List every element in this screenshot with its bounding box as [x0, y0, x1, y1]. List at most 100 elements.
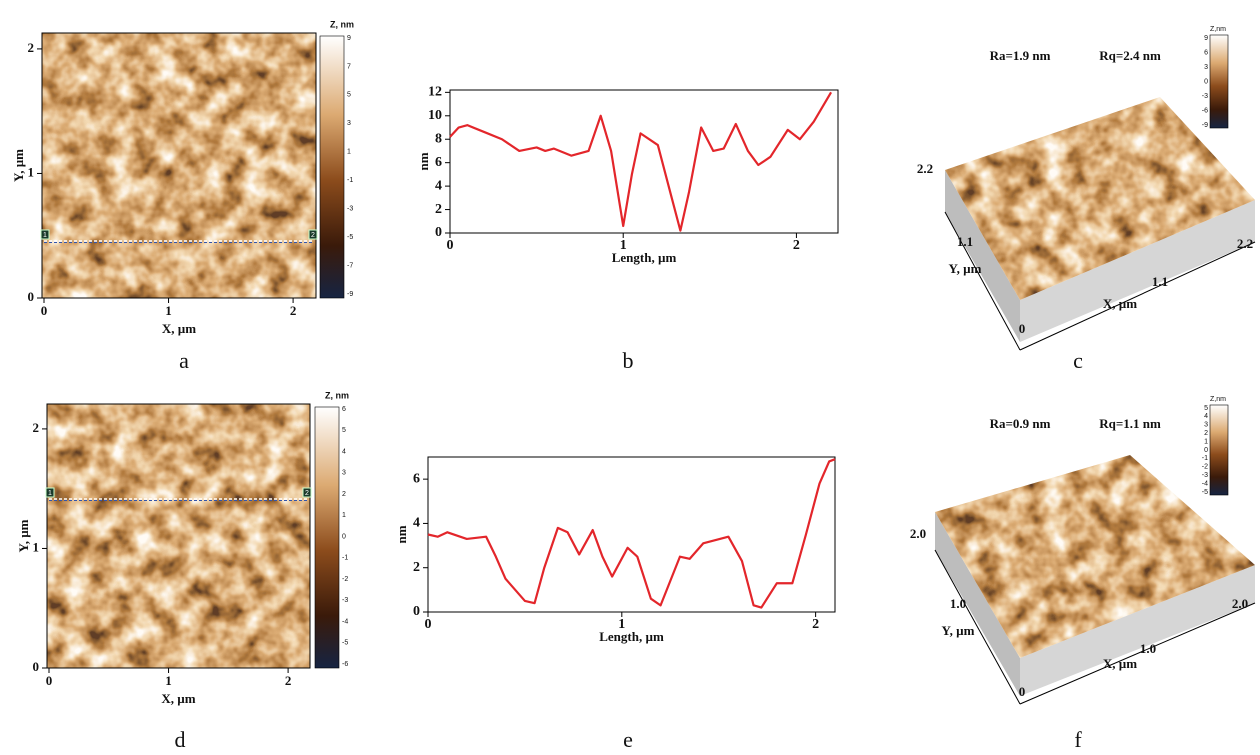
x-tick-label: 0 — [425, 617, 432, 632]
x-tick-label: 2 — [812, 617, 819, 632]
colorbar-tick-label: 1 — [347, 149, 351, 156]
colorbar — [314, 406, 340, 669]
panel-label: d — [175, 727, 186, 752]
colorbar-tick-label: 3 — [1204, 422, 1208, 429]
y-tick-label: 4 — [413, 516, 420, 531]
colorbar-tick-label: -4 — [342, 618, 348, 625]
colorbar-tick-label: -2 — [342, 576, 348, 583]
profile-curve — [449, 91, 833, 232]
colorbar-tick-label: -6 — [342, 661, 348, 668]
colorbar — [1209, 34, 1229, 129]
x-tick-label: 2.2 — [1237, 236, 1253, 251]
y-tick-label: 0 — [1019, 321, 1026, 336]
x-tick-label: 1 — [620, 238, 627, 253]
colorbar-tick-label: 6 — [342, 406, 346, 413]
marker-label: 2 — [311, 232, 315, 239]
colorbar-tick-label: 2 — [1204, 430, 1208, 437]
colorbar-tick-label: -6 — [1202, 107, 1208, 114]
colorbar-tick-label: -4 — [1202, 480, 1208, 487]
y-tick-label: 2.0 — [910, 526, 926, 541]
y-tick-label: 0 — [435, 225, 442, 240]
colorbar-tick-label: 0 — [342, 533, 346, 540]
colorbar-tick-label: -1 — [347, 177, 353, 184]
marker-box — [302, 487, 312, 498]
axis-line — [944, 211, 1021, 351]
image-frame — [41, 32, 317, 299]
colorbar-title: Z,nm — [1210, 396, 1226, 403]
x-tick-label: 1.0 — [1140, 641, 1156, 656]
surface-side — [935, 512, 1020, 696]
y-tick-label: 0 — [28, 289, 35, 304]
marker-box — [40, 229, 50, 240]
colorbar-tick-label: 6 — [1204, 49, 1208, 56]
panel-label: e — [623, 727, 633, 752]
x-tick-label: 1 — [165, 303, 172, 318]
colorbar-tick-label: 4 — [1204, 413, 1208, 420]
colorbar-tick-label: -3 — [342, 597, 348, 604]
colorbar-tick-label: 1 — [342, 512, 346, 519]
y-tick-label: 2 — [33, 420, 40, 435]
y-tick-label: 2 — [435, 202, 442, 217]
y-tick-label: 2 — [413, 560, 420, 575]
y-tick-label: 2.2 — [917, 161, 933, 176]
colorbar-title: Z, nm — [325, 390, 349, 400]
y-tick-label: 2 — [28, 40, 35, 55]
colorbar-tick-label: -1 — [1202, 455, 1208, 462]
y-axis-title: Y, µm — [16, 519, 31, 552]
roughness-ra: Ra=0.9 nm — [990, 416, 1051, 431]
afm-image — [47, 404, 310, 668]
colorbar-tick-label: 7 — [347, 63, 351, 70]
colorbar-tick-label: 0 — [1204, 447, 1208, 454]
roughness-rq: Rq=1.1 nm — [1099, 416, 1161, 431]
colorbar-tick-label: -9 — [347, 291, 353, 298]
y-tick-label: 6 — [413, 471, 420, 486]
y-axis-title: Y, µm — [11, 149, 26, 182]
y-tick-label: 1.0 — [950, 596, 966, 611]
surface-side — [1020, 565, 1255, 696]
colorbar-tick-label: 3 — [347, 120, 351, 127]
colorbar-tick-label: 3 — [1204, 64, 1208, 71]
y-axis-title: Y, µm — [941, 623, 974, 638]
colorbar-tick-label: 2 — [342, 491, 346, 498]
colorbar-tick-label: -3 — [1202, 472, 1208, 479]
y-axis-title: nm — [394, 525, 409, 543]
marker-box — [45, 487, 55, 498]
y-tick-label: 1.1 — [957, 234, 973, 249]
x-tick-label: 2 — [290, 303, 297, 318]
y-tick-label: 0 — [413, 604, 420, 619]
colorbar-tick-label: -5 — [347, 234, 353, 241]
colorbar-tick-label: 5 — [342, 427, 346, 434]
y-tick-label: 0 — [1019, 684, 1026, 699]
y-tick-label: 1 — [33, 539, 40, 554]
panel-label: c — [1073, 348, 1083, 373]
y-tick-label: 4 — [435, 178, 442, 193]
x-axis-title: X, µm — [1103, 296, 1137, 311]
image-frame — [46, 403, 311, 669]
axis-line — [1019, 241, 1256, 351]
colorbar-tick-label: -9 — [1202, 122, 1208, 129]
marker-label: 2 — [305, 490, 309, 497]
y-tick-label: 0 — [33, 659, 40, 674]
x-tick-label: 1 — [618, 617, 625, 632]
colorbar-tick-label: 3 — [342, 470, 346, 477]
colorbar — [1209, 404, 1229, 496]
colorbar-tick-label: 5 — [347, 92, 351, 99]
marker-box — [308, 229, 318, 240]
marker-label: 1 — [48, 490, 52, 497]
y-tick-label: 12 — [428, 85, 442, 100]
axis-line — [1019, 602, 1256, 705]
panel-label: b — [623, 348, 634, 373]
colorbar-tick-label: -5 — [342, 640, 348, 647]
colorbar-tick-label: 4 — [342, 448, 346, 455]
colorbar-tick-label: -2 — [1202, 464, 1208, 471]
x-axis-title: Length, µm — [599, 629, 664, 644]
x-tick-label: 0 — [46, 673, 53, 688]
profile-curve — [427, 458, 836, 609]
colorbar-tick-label: 0 — [1204, 78, 1208, 85]
surface-side — [945, 170, 1020, 342]
x-tick-label: 2.0 — [1232, 596, 1248, 611]
colorbar-tick-label: -5 — [1202, 489, 1208, 496]
colorbar-tick-label: 9 — [347, 35, 351, 42]
panel-label: a — [179, 348, 189, 373]
